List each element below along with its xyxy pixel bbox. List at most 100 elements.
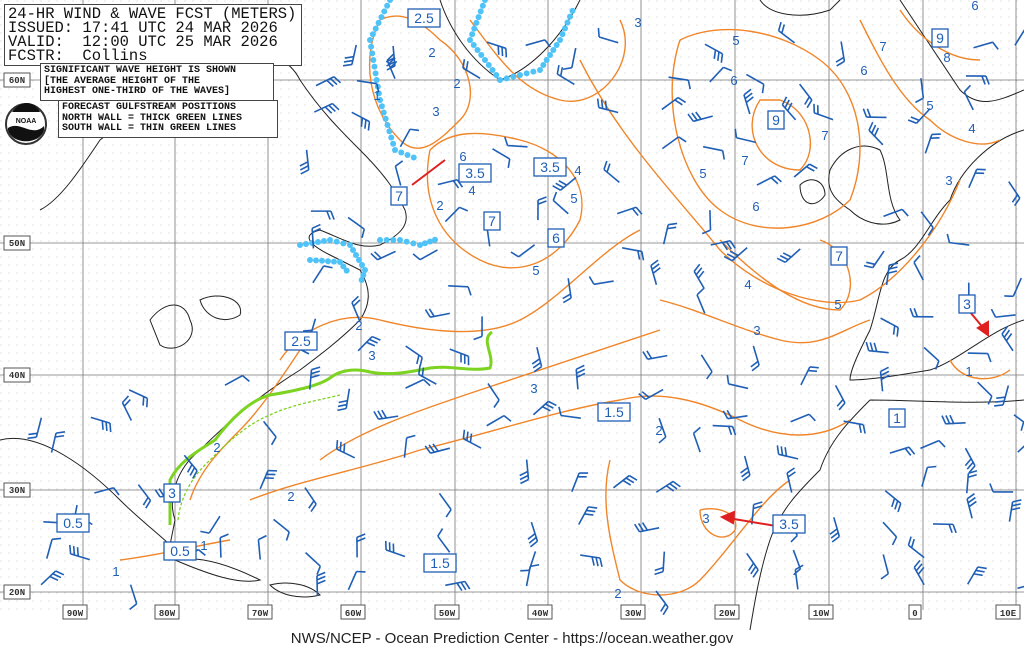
wind-barb: [347, 216, 366, 239]
ice-edge-dot: [359, 262, 365, 268]
wind-barb: [262, 420, 277, 446]
wind-barb: [492, 148, 511, 169]
wind-barb: [726, 374, 749, 390]
wind-barb: [968, 168, 986, 189]
wind-barb: [357, 335, 381, 352]
wind-barb: [622, 247, 645, 261]
wind-barb: [687, 111, 713, 123]
ice-edge-dot: [397, 237, 403, 243]
contour-label: 3: [945, 173, 952, 188]
wind-barb: [1017, 445, 1024, 453]
wind-barb: [701, 210, 712, 235]
wind-barb: [399, 128, 420, 148]
wind-barb: [562, 278, 572, 304]
lon-label-box: [340, 604, 366, 620]
title-box: 24-HR WIND & WAVE FCST (METERS) ISSUED: …: [4, 4, 302, 66]
contour-label: 5: [732, 33, 739, 48]
ice-edge-dot: [432, 236, 438, 243]
wind-barb: [257, 534, 267, 560]
wind-barb: [596, 98, 619, 114]
ice-edge-dot: [477, 8, 484, 15]
contour-label: 4: [744, 277, 751, 292]
red-arrows: [411, 159, 989, 527]
contour-label: 7: [879, 39, 886, 54]
wind-barb: [90, 416, 112, 433]
wave-height-box: [56, 513, 90, 533]
wind-barb: [473, 316, 483, 341]
wind-barb: [924, 133, 941, 154]
gulfstream-north-wall: [168, 330, 494, 525]
wind-barb: [989, 483, 1014, 493]
ice-edge-dot: [303, 241, 309, 247]
wind-barb: [913, 559, 925, 586]
wind-barb: [588, 276, 614, 286]
ice-edge-dot: [482, 57, 488, 63]
wind-barb: [781, 96, 797, 121]
wind-barb: [437, 178, 464, 189]
contour-label: 2: [453, 76, 460, 91]
wind-barb: [424, 308, 451, 319]
wind-barb: [793, 163, 818, 178]
lon-label: 60W: [345, 609, 362, 619]
wind-barb: [373, 409, 399, 420]
europe-coast: [849, 129, 1024, 381]
wave-height-value: 3.5: [465, 165, 485, 181]
wind-barb: [790, 413, 816, 423]
ice-edge-dot: [485, 62, 492, 68]
wind-barb: [884, 490, 902, 513]
wind-barb: [973, 41, 999, 50]
wind-barb: [578, 506, 598, 525]
wind-barb: [777, 21, 796, 44]
wind-barb: [1008, 499, 1022, 522]
wind-barb: [692, 426, 701, 453]
svg-text:NOAA: NOAA: [16, 118, 37, 125]
ice-edge-dot: [482, 0, 488, 3]
ice-edge-dot: [319, 257, 325, 264]
ice-edge-dot: [378, 14, 385, 21]
wind-barb: [310, 210, 335, 220]
wave-contour: [659, 299, 871, 344]
lon-label-box: [247, 604, 273, 620]
ice-edge-dot: [390, 140, 397, 147]
iceland-coast: [759, 0, 841, 16]
contour-label: 3: [368, 348, 375, 363]
wind-barb: [580, 554, 603, 567]
wind-barb: [709, 66, 733, 83]
wave-height-value: 6: [552, 230, 560, 246]
wave-height-value: 0.5: [63, 515, 83, 531]
ice-edge-dot: [371, 63, 378, 70]
wind-barb: [556, 65, 575, 86]
note-line: SOUTH WALL = THIN GREEN LINES: [62, 123, 237, 134]
ice-edge-dot: [356, 257, 362, 263]
wind-barb: [650, 259, 661, 285]
ice-edge-dot: [327, 237, 333, 243]
wind-barb: [966, 493, 977, 519]
wind-barb: [129, 584, 138, 611]
wind-barb: [183, 454, 198, 479]
wind-barb: [552, 176, 577, 191]
wind-barb: [445, 580, 471, 592]
wind-barb: [437, 528, 451, 553]
wind-barb: [259, 469, 278, 490]
wind-barb: [963, 84, 974, 111]
gulfstream-note: FORECAST GULFSTREAM POSITIONS NORTH WALL…: [58, 100, 278, 138]
wind-barb: [94, 487, 120, 496]
wave-height-value: 1.5: [604, 404, 624, 420]
forecaster: FCSTR: Collins: [8, 47, 148, 65]
ice-edge-dot: [503, 75, 510, 82]
lat-label: 30N: [9, 486, 25, 496]
wave-height-value: 2.5: [414, 10, 434, 26]
wind-barb: [405, 345, 423, 367]
scandinavia-coast: [899, 0, 1024, 103]
wind-barb: [424, 443, 451, 454]
ice-edge-dot: [553, 42, 560, 48]
wind-barb: [946, 233, 970, 246]
ice-edge-dot: [321, 238, 327, 244]
lon-label-box: [714, 604, 740, 620]
wind-barb: [915, 78, 925, 104]
great-lakes: [149, 295, 242, 349]
contour-label: 8: [943, 50, 950, 65]
wind-barb: [776, 445, 799, 460]
wave-height-box: [958, 294, 976, 314]
note-line: HIGHEST ONE-THIRD OF THE WAVES]: [44, 86, 231, 97]
